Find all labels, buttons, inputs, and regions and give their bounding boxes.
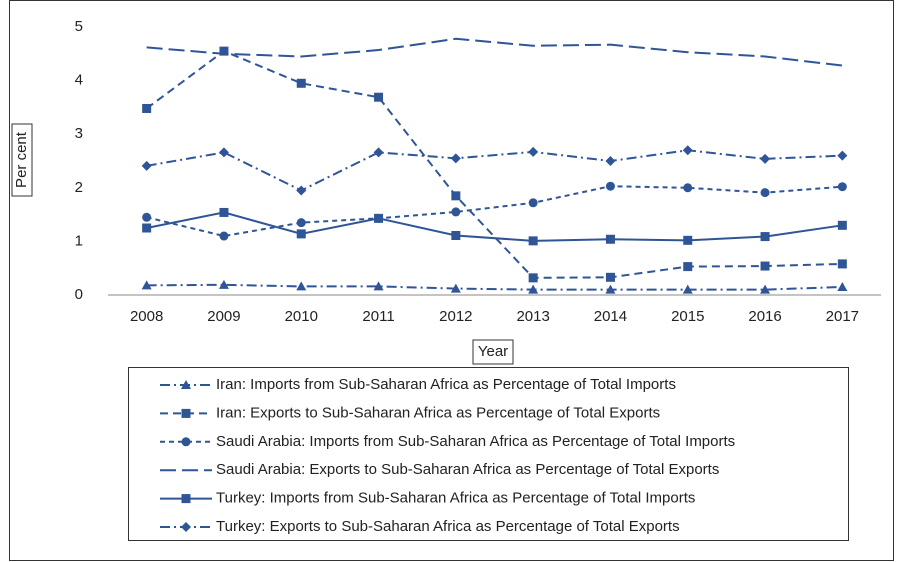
y-label-box: [11, 123, 33, 197]
marker: [760, 261, 770, 271]
marker: [528, 273, 538, 283]
marker: [218, 279, 229, 289]
x-tick-label: 2008: [130, 308, 163, 325]
marker: [760, 188, 770, 198]
marker: [760, 284, 771, 294]
marker: [837, 281, 848, 291]
marker: [451, 231, 461, 241]
series-line: [146, 49, 843, 279]
legend-label: Iran: Imports from Sub-Saharan Africa as…: [216, 376, 676, 393]
marker: [450, 153, 461, 164]
marker: [682, 284, 693, 294]
marker: [374, 213, 384, 223]
frame: [9, 0, 894, 561]
legend-box: [128, 367, 849, 541]
y-axis-label: Per cent: [13, 131, 30, 188]
x-tick-label: 2014: [594, 308, 627, 325]
x-tick-label: 2009: [207, 308, 240, 325]
marker: [181, 522, 191, 532]
series-line: [146, 211, 843, 242]
y-tick-label: 5: [75, 18, 83, 35]
marker: [837, 259, 847, 269]
marker: [837, 220, 847, 230]
legend-label: Saudi Arabia: Exports to Sub-Saharan Afr…: [216, 461, 719, 478]
marker: [760, 153, 771, 164]
series-line: [146, 283, 843, 291]
marker: [296, 229, 306, 239]
marker: [682, 145, 693, 156]
marker: [296, 218, 306, 228]
marker: [296, 185, 307, 196]
marker: [219, 207, 229, 217]
marker: [605, 156, 616, 166]
marker: [296, 78, 306, 88]
legend-label: Iran: Exports to Sub-Saharan Africa as P…: [216, 404, 660, 421]
marker: [451, 207, 461, 217]
marker: [142, 103, 152, 113]
marker: [181, 494, 191, 504]
x-label-box: [472, 339, 514, 365]
marker: [605, 284, 616, 294]
marker: [141, 280, 152, 290]
x-tick-label: 2013: [516, 308, 549, 325]
marker: [760, 232, 770, 242]
marker: [605, 181, 615, 191]
legend-label: Turkey: Exports to Sub-Saharan Africa as…: [216, 518, 680, 535]
marker: [451, 191, 461, 201]
marker: [683, 235, 693, 245]
marker: [450, 283, 461, 293]
marker: [373, 281, 384, 291]
x-tick-label: 2016: [748, 308, 781, 325]
series-line: [146, 149, 843, 192]
marker: [683, 262, 693, 272]
marker: [218, 147, 229, 158]
x-tick-label: 2010: [285, 308, 318, 325]
x-tick-label: 2015: [671, 308, 704, 325]
marker: [837, 182, 847, 192]
marker: [142, 212, 152, 222]
marker: [142, 223, 152, 233]
marker: [837, 150, 848, 161]
marker: [605, 272, 615, 282]
marker: [605, 234, 615, 244]
marker: [219, 231, 229, 241]
marker: [219, 46, 229, 56]
marker: [141, 160, 152, 171]
marker: [683, 183, 693, 193]
y-tick-label: 1: [75, 232, 83, 249]
legend-label: Saudi Arabia: Imports from Sub-Saharan A…: [216, 433, 735, 450]
marker: [181, 437, 191, 447]
marker: [373, 147, 384, 158]
marker: [528, 146, 539, 157]
x-axis-label: Year: [478, 343, 508, 360]
y-tick-label: 2: [75, 179, 83, 196]
x-tick-label: 2017: [826, 308, 859, 325]
y-tick-label: 0: [75, 286, 83, 303]
marker: [296, 281, 307, 291]
marker: [528, 284, 539, 294]
series-line: [146, 185, 843, 238]
series-line: [146, 37, 843, 67]
marker: [374, 92, 384, 102]
x-tick-label: 2011: [362, 308, 394, 325]
marker: [528, 198, 538, 208]
y-tick-label: 3: [75, 125, 83, 142]
x-tick-label: 2012: [439, 308, 472, 325]
marker: [181, 408, 191, 418]
marker: [181, 380, 191, 389]
marker: [528, 236, 538, 246]
legend-label: Turkey: Imports from Sub-Saharan Africa …: [216, 490, 695, 507]
y-tick-label: 4: [75, 72, 83, 89]
